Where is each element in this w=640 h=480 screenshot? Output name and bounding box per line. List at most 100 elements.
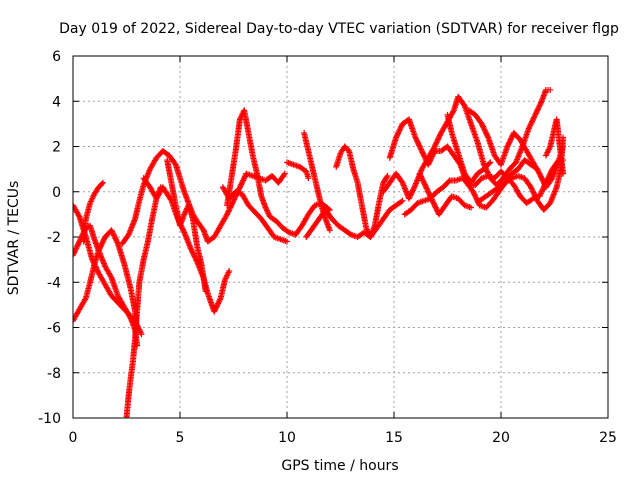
data-point [215,300,222,307]
data-point [427,156,434,163]
data-point [213,304,220,311]
data-point [529,188,536,195]
data-point [480,123,487,130]
data-point [428,154,435,161]
data-point [535,105,542,112]
data-point [537,172,544,179]
data-point [398,123,405,130]
data-point [224,210,231,217]
data-point [202,288,209,295]
data-point [528,119,535,126]
data-point [538,174,545,181]
data-point [419,176,426,183]
data-point [426,192,433,199]
data-point [471,191,478,198]
data-point [239,178,246,185]
data-point [506,138,513,145]
series-track-18 [416,170,475,218]
data-point [75,241,82,248]
data-point [426,158,433,165]
data-point [421,181,428,188]
data-point [482,129,489,136]
data-point [429,152,436,159]
data-point [536,102,543,109]
data-point [411,183,418,190]
data-point [420,152,427,159]
data-point [211,308,218,315]
data-point [530,114,537,121]
series-track-9 [224,107,333,238]
series-track-4 [80,179,106,245]
data-point [525,125,532,132]
data-point [532,193,539,200]
data-point [110,231,117,238]
data-point [429,153,436,160]
data-point [424,186,431,193]
series-track-22 [542,116,567,177]
data-point [434,138,441,145]
data-point [193,257,200,264]
data-point [417,173,424,180]
data-point [527,121,534,128]
data-point [425,160,432,167]
chart-title: Day 019 of 2022, Sidereal Day-to-day VTE… [59,21,619,37]
data-point [399,197,406,204]
data-point [405,195,412,202]
data-point [423,184,430,191]
data-point [480,124,487,131]
data-point [420,178,427,185]
data-point [508,133,515,140]
data-point [508,135,515,142]
data-point [505,142,512,149]
data-point [533,195,540,202]
data-point [418,148,425,155]
x-tick-label: 5 [176,430,185,446]
data-point [425,189,432,196]
data-point [537,173,544,180]
data-point [75,239,82,246]
data-point [432,140,439,147]
data-point [472,194,479,201]
data-point [537,191,544,198]
data-point [507,136,514,143]
data-point [217,296,224,303]
data-point [226,267,233,274]
x-tick-label: 10 [278,430,296,446]
data-point [483,130,490,137]
data-point [326,227,333,234]
data-point [418,174,425,181]
data-point [533,109,540,116]
data-point [393,134,400,141]
y-tick-label: 0 [52,185,61,201]
data-point [527,122,534,129]
y-tick-label: -2 [47,230,61,246]
data-point [100,236,107,243]
data-point [478,120,485,127]
data-point [534,106,541,113]
data-point [187,245,194,252]
data-point [479,122,486,129]
data-point [240,176,247,183]
data-point [416,143,423,150]
data-point [412,134,419,141]
data-point [416,170,423,177]
data-point [214,301,221,308]
x-axis-ticks: 0 5 10 15 20 25 [69,56,617,446]
y-tick-label: -6 [47,321,61,337]
data-point [426,191,433,198]
data-point [188,246,195,253]
data-point [534,107,541,114]
data-point [547,86,554,93]
data-point [433,139,440,146]
data-point [529,118,536,125]
data-point [530,189,537,196]
data-point [73,249,78,256]
data-point [413,137,420,144]
data-point [430,150,437,157]
data-point [398,198,405,205]
data-point [241,174,248,181]
x-tick-label: 20 [492,430,510,446]
data-point [74,242,81,249]
data-point [434,136,441,143]
